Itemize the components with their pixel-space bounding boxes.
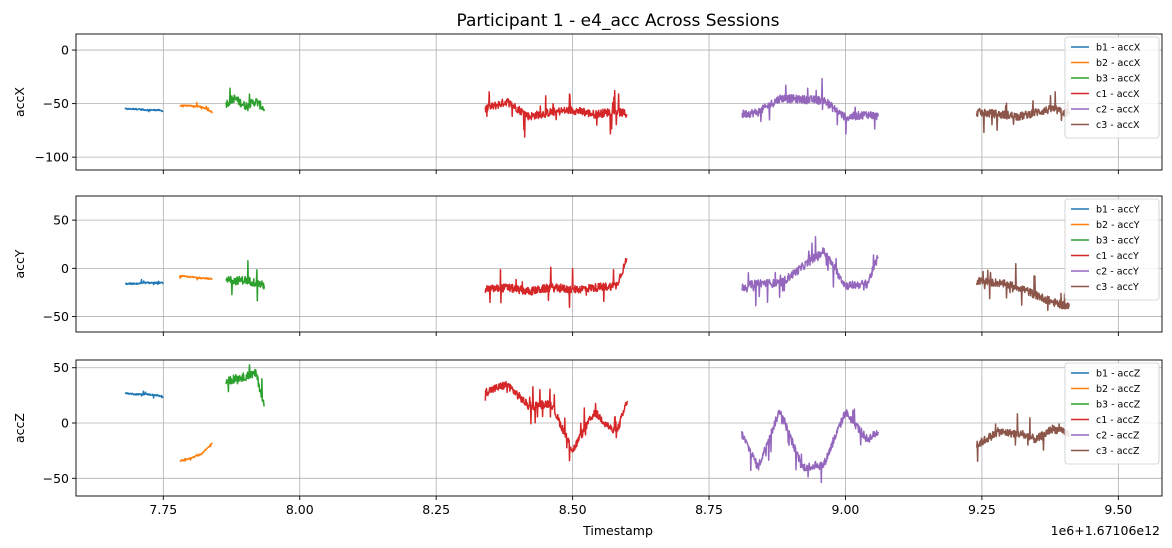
legend-label: c3 - accX [1096, 120, 1140, 131]
legend-label: c1 - accY [1096, 251, 1139, 262]
y-tick-label: −50 [43, 96, 69, 111]
series-line-c1 [484, 257, 628, 309]
series-line-c3 [975, 262, 1070, 312]
plot-frame [75, 33, 1163, 171]
y-tick-label: 0 [61, 261, 69, 276]
y-tick-label: −100 [35, 150, 69, 165]
y-tick-label: 0 [61, 416, 69, 431]
x-tick-label: 8.50 [559, 502, 587, 517]
series-line-c1 [484, 380, 628, 462]
series-line-b3 [225, 87, 266, 112]
legend-label: b3 - accZ [1096, 399, 1141, 410]
legend: b1 - accZ b2 - accZ b3 - accZ c1 - accZ c2 -… [1064, 362, 1160, 465]
legend-label: c1 - accZ [1096, 415, 1140, 426]
legend-label: c3 - accY [1096, 282, 1139, 293]
legend-label: b1 - accY [1096, 204, 1140, 215]
x-tick-label: 8.00 [286, 502, 314, 517]
legend-label: c2 - accX [1096, 104, 1140, 115]
legend-label: b2 - accX [1096, 58, 1141, 69]
legend-label: c2 - accY [1096, 266, 1139, 277]
plot-frame [75, 195, 1163, 333]
legend-label: b3 - accY [1096, 235, 1140, 246]
y-tick-label: −50 [43, 471, 69, 486]
panel-accz: 7.75 8.00 8.25 8.50 8.75 9.00 9.25 9.50 50 0 −50 a… [12, 359, 1163, 517]
x-tick-label: 9.50 [1104, 502, 1132, 517]
x-tick-label: 8.75 [695, 502, 723, 517]
series-line-b2 [179, 442, 213, 462]
y-tick-label: 50 [53, 360, 69, 375]
series-line-b2 [179, 101, 213, 114]
x-axis-offset-label: 1e6+1.67106e12 [1051, 523, 1160, 538]
x-tick-label: 9.00 [832, 502, 860, 517]
legend-label: b1 - accZ [1096, 368, 1141, 379]
y-tick-label: 0 [61, 43, 69, 58]
legend-label: b2 - accY [1096, 220, 1140, 231]
panel-accx: 0 −50 −100 accX b1 - accX b2 - accX b3 - acc… [12, 33, 1163, 174]
plot-frame [75, 359, 1163, 497]
legend-label: b2 - accZ [1096, 384, 1141, 395]
series-line-b1 [124, 390, 164, 399]
series-line-b3 [225, 260, 266, 302]
series-line-c2 [741, 408, 879, 484]
series-line-c3 [975, 91, 1070, 134]
legend-label: c1 - accX [1096, 89, 1140, 100]
x-tick-label: 7.75 [149, 502, 177, 517]
series-line-c3 [975, 413, 1070, 462]
legend: b1 - accX b2 - accX b3 - accX c1 - accX c2 -… [1064, 36, 1160, 139]
series-line-b2 [178, 274, 213, 281]
series-line-b1 [124, 278, 164, 286]
x-axis-label: Timestamp [582, 523, 653, 538]
legend-label: b3 - accX [1096, 73, 1141, 84]
legend-label: c2 - accZ [1096, 430, 1140, 441]
chart-title: Participant 1 - e4_acc Across Sessions [457, 11, 780, 31]
legend: b1 - accY b2 - accY b3 - accY c1 - accY c2 -… [1064, 198, 1160, 301]
legend-label: c3 - accZ [1096, 446, 1140, 457]
y-tick-label: −50 [43, 309, 69, 324]
y-axis-label: accY [12, 249, 27, 278]
legend-label: b1 - accX [1096, 42, 1141, 53]
panel-accy: 50 0 −50 accY b1 - accY b2 - accY b3 - accY c… [12, 195, 1163, 336]
series-line-c2 [741, 235, 879, 307]
series-line-c2 [741, 77, 879, 135]
y-tick-label: 50 [53, 213, 69, 228]
y-axis-label: accX [12, 87, 27, 117]
series-line-b3 [225, 364, 266, 407]
x-tick-label: 8.25 [422, 502, 450, 517]
x-tick-label: 9.25 [968, 502, 996, 517]
y-axis-label: accZ [12, 413, 27, 443]
series-line-b1 [124, 107, 164, 113]
series-line-c1 [484, 89, 628, 138]
